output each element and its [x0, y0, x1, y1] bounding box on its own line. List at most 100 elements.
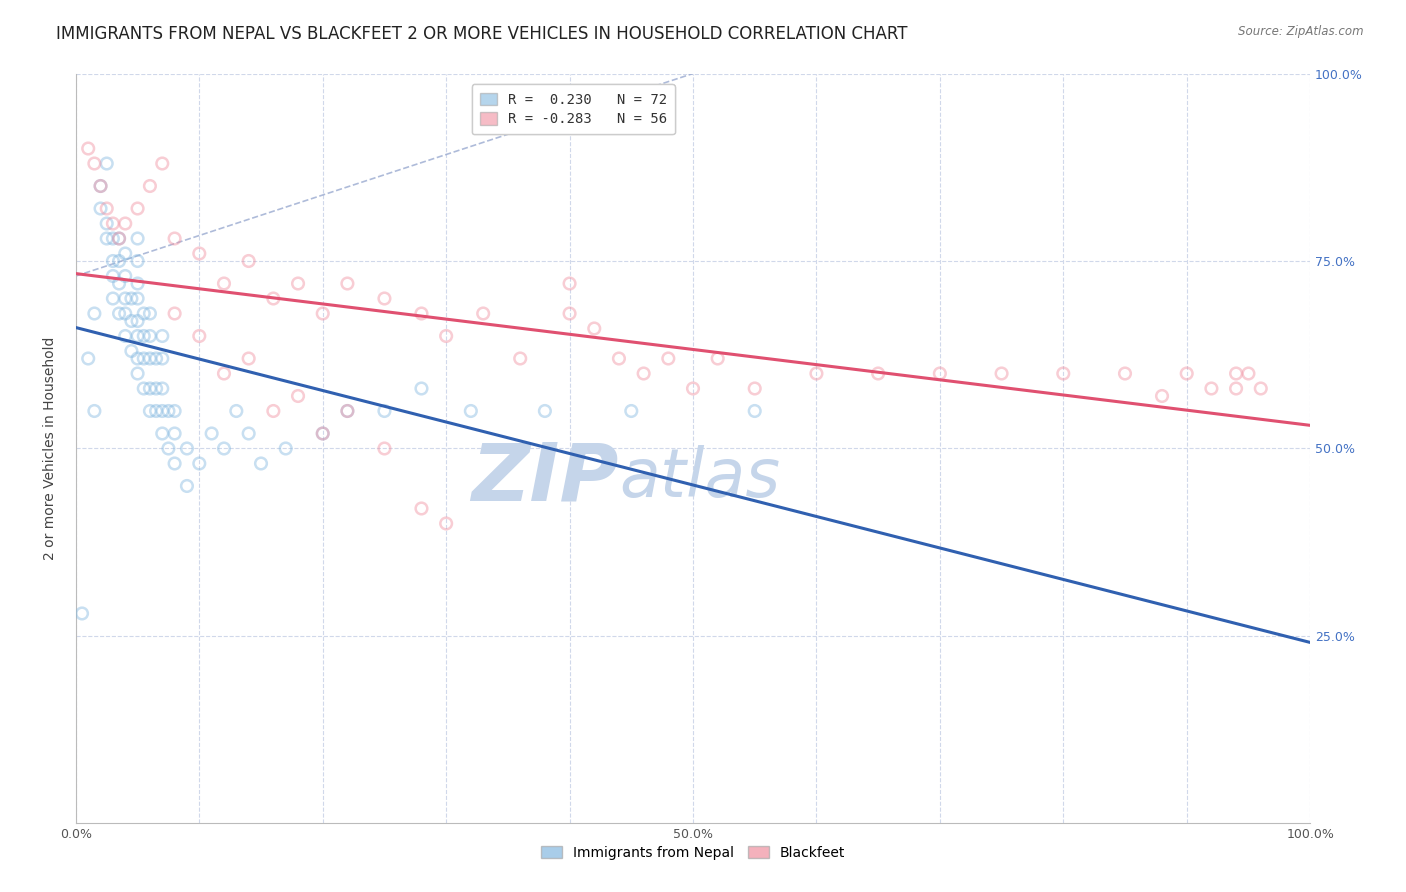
Point [373, 292, 395, 306]
Point [96, 217, 118, 231]
Point [163, 306, 186, 320]
Point [434, 329, 457, 343]
Point [744, 404, 766, 418]
Point [114, 306, 136, 320]
Point [411, 306, 433, 320]
Point [145, 404, 167, 418]
Point [163, 404, 186, 418]
Text: Source: ZipAtlas.com: Source: ZipAtlas.com [1239, 25, 1364, 38]
Point [1225, 382, 1247, 396]
Point [120, 343, 142, 358]
Point [150, 426, 173, 441]
Point [287, 389, 309, 403]
Point [225, 404, 247, 418]
Point [108, 306, 131, 320]
Point [139, 306, 162, 320]
Point [114, 268, 136, 283]
Point [1225, 367, 1247, 381]
Point [157, 442, 180, 456]
Point [101, 268, 124, 283]
Text: IMMIGRANTS FROM NEPAL VS BLACKFEET 2 OR MORE VEHICLES IN HOUSEHOLD CORRELATION C: IMMIGRANTS FROM NEPAL VS BLACKFEET 2 OR … [56, 25, 908, 43]
Point [657, 351, 679, 366]
Point [127, 314, 149, 328]
Text: atlas: atlas [619, 445, 780, 511]
Point [83, 156, 105, 170]
Point [373, 442, 395, 456]
Point [114, 246, 136, 260]
Point [163, 231, 186, 245]
Point [139, 179, 162, 194]
Point [274, 442, 297, 456]
Point [77, 351, 100, 366]
Point [373, 404, 395, 418]
Point [108, 277, 131, 291]
Point [150, 382, 173, 396]
Point [132, 382, 155, 396]
Point [139, 404, 162, 418]
Y-axis label: 2 or more Vehicles in Household: 2 or more Vehicles in Household [44, 337, 58, 560]
Point [150, 404, 173, 418]
Point [312, 426, 335, 441]
Point [139, 329, 162, 343]
Point [90, 179, 112, 194]
Point [132, 351, 155, 366]
Point [434, 516, 457, 531]
Point [120, 314, 142, 328]
Point [336, 277, 359, 291]
Point [262, 292, 284, 306]
Point [558, 277, 581, 291]
Point [139, 382, 162, 396]
Point [706, 351, 728, 366]
Point [1052, 367, 1074, 381]
Point [472, 306, 495, 320]
Point [114, 329, 136, 343]
Point [157, 404, 180, 418]
Point [163, 426, 186, 441]
Point [262, 404, 284, 418]
Point [70, 607, 93, 621]
Point [132, 329, 155, 343]
Point [127, 277, 149, 291]
Point [238, 351, 260, 366]
Point [928, 367, 950, 381]
Point [1175, 367, 1198, 381]
Point [108, 254, 131, 268]
Point [120, 292, 142, 306]
Point [114, 217, 136, 231]
Point [509, 351, 531, 366]
Point [127, 351, 149, 366]
Point [1150, 389, 1173, 403]
Point [583, 321, 606, 335]
Point [127, 231, 149, 245]
Text: ZIP: ZIP [471, 440, 619, 517]
Point [83, 404, 105, 418]
Point [250, 457, 273, 471]
Point [336, 404, 359, 418]
Point [127, 254, 149, 268]
Point [150, 329, 173, 343]
Point [139, 351, 162, 366]
Point [108, 231, 131, 245]
Point [238, 426, 260, 441]
Point [127, 202, 149, 216]
Point [1114, 367, 1136, 381]
Point [90, 179, 112, 194]
Point [620, 404, 643, 418]
Point [806, 367, 828, 381]
Point [132, 306, 155, 320]
Point [411, 382, 433, 396]
Point [411, 501, 433, 516]
Point [534, 404, 557, 418]
Point [336, 404, 359, 418]
Point [101, 292, 124, 306]
Point [682, 382, 704, 396]
Point [77, 141, 100, 155]
Point [1201, 382, 1223, 396]
Point [558, 306, 581, 320]
Point [96, 156, 118, 170]
Point [238, 254, 260, 268]
Point [96, 202, 118, 216]
Point [127, 367, 149, 381]
Point [114, 292, 136, 306]
Point [163, 457, 186, 471]
